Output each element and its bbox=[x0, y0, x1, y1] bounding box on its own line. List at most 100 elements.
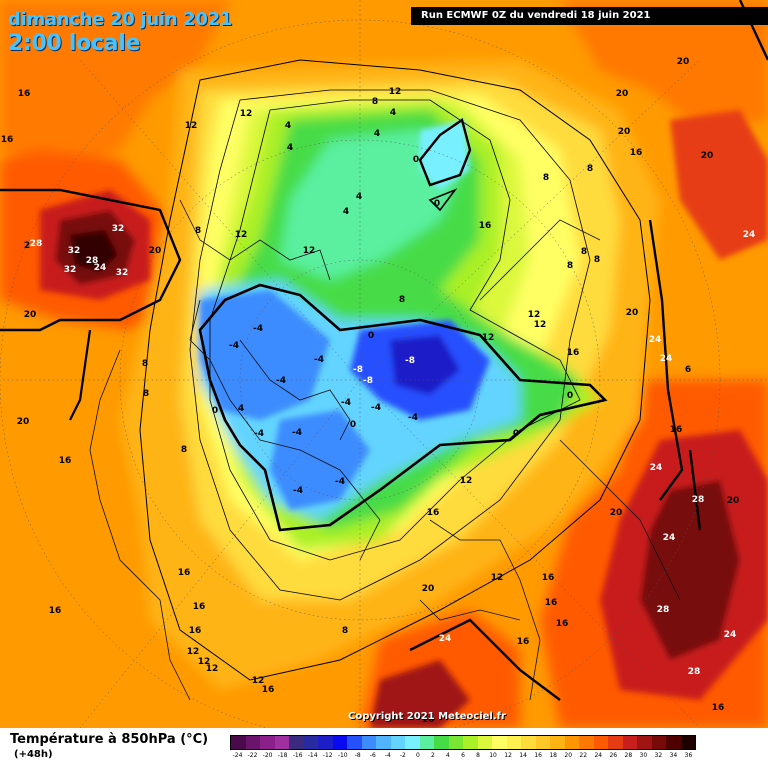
legend-swatch bbox=[637, 736, 652, 749]
isotherm-label: 12 bbox=[460, 476, 473, 486]
isotherm-label: 24 bbox=[743, 230, 756, 240]
legend-tick: -2 bbox=[399, 752, 406, 759]
isotherm-label: 0 bbox=[513, 429, 519, 439]
isotherm-label: 12 bbox=[389, 87, 402, 97]
isotherm-label: 8 bbox=[195, 226, 201, 236]
isotherm-label: 16 bbox=[49, 606, 62, 616]
legend-tick: 10 bbox=[489, 752, 497, 759]
isotherm-label: 16 bbox=[189, 626, 202, 636]
isotherm-label: -4 bbox=[253, 324, 263, 334]
legend-swatch bbox=[405, 736, 420, 749]
isotherm-label: 16 bbox=[18, 89, 31, 99]
isotherm-label: -8 bbox=[405, 356, 415, 366]
isotherm-label: -4 bbox=[292, 428, 302, 438]
legend-swatch bbox=[434, 736, 449, 749]
isotherm-label: 16 bbox=[59, 456, 72, 466]
legend-swatch bbox=[289, 736, 304, 749]
isotherm-label: 16 bbox=[556, 619, 569, 629]
legend-swatch bbox=[463, 736, 478, 749]
isotherm-label: 16 bbox=[262, 685, 275, 695]
legend-swatch bbox=[680, 736, 695, 749]
isotherm-label: -4 bbox=[408, 413, 418, 423]
legend-tick: 24 bbox=[594, 752, 603, 759]
isotherm-label: 8 bbox=[372, 97, 378, 107]
isotherm-label: 0 bbox=[350, 420, 356, 430]
isotherm-label: 2 bbox=[24, 241, 30, 251]
model-run-banner: Run ECMWF 0Z du vendredi 18 juin 2021 bbox=[411, 7, 768, 25]
legend-swatch bbox=[521, 736, 536, 749]
isotherm-label: 12 bbox=[240, 109, 253, 119]
isotherm-label: 8 bbox=[142, 359, 148, 369]
isotherm-label: 16 bbox=[1, 135, 14, 145]
legend-swatch bbox=[303, 736, 318, 749]
isotherm-label: 24 bbox=[663, 533, 676, 543]
isotherm-label: 12 bbox=[491, 573, 504, 583]
isotherm-label: 12 bbox=[534, 320, 547, 330]
isotherm-label: 0 bbox=[567, 391, 573, 401]
isotherm-label: 4 bbox=[390, 108, 396, 118]
forecast-lead-time: (+48h) bbox=[14, 749, 53, 760]
isotherm-label: 24 bbox=[724, 630, 737, 640]
isotherm-label: 12 bbox=[198, 657, 211, 667]
isotherm-label: 20 bbox=[626, 308, 639, 318]
isotherm-label: 32 bbox=[112, 224, 125, 234]
isotherm-label: -4 bbox=[335, 477, 345, 487]
isotherm-label: 4 bbox=[285, 121, 291, 131]
legend-swatch bbox=[550, 736, 565, 749]
isotherm-label: 24 bbox=[439, 634, 452, 644]
copyright-notice: Copyright 2021 Meteociel.fr bbox=[348, 711, 506, 722]
isotherm-label: -8 bbox=[363, 376, 373, 386]
legend-tick: -16 bbox=[292, 752, 303, 759]
legend-swatch bbox=[477, 736, 492, 749]
isotherm-label: 8 bbox=[181, 445, 187, 455]
legend-tick: 36 bbox=[684, 752, 693, 759]
isotherm-label: 12 bbox=[303, 246, 316, 256]
contour-lines bbox=[0, 0, 768, 701]
legend-swatch bbox=[535, 736, 550, 749]
legend-swatch bbox=[492, 736, 507, 749]
isotherm-label: 28 bbox=[688, 667, 701, 677]
isotherm-label: 20 bbox=[17, 417, 30, 427]
legend-tick: 14 bbox=[519, 752, 527, 759]
isotherm-label: 20 bbox=[727, 496, 740, 506]
legend-tick: -18 bbox=[277, 752, 288, 759]
isotherm-label: -4 bbox=[314, 355, 324, 365]
isotherm-label: -4 bbox=[254, 429, 264, 439]
isotherm-label: 8 bbox=[587, 164, 593, 174]
legend-swatch bbox=[419, 736, 434, 749]
isotherm-label: 0 bbox=[434, 199, 440, 209]
isotherm-label: 12 bbox=[187, 647, 200, 657]
isotherm-label: 20 bbox=[149, 246, 162, 256]
forecast-date: dimanche 20 juin 2021 bbox=[8, 9, 233, 30]
legend-swatch bbox=[245, 736, 260, 749]
isotherm-label: 20 bbox=[610, 508, 623, 518]
isotherm-label: 24 bbox=[650, 463, 663, 473]
legend-tick: -8 bbox=[354, 752, 361, 759]
legend-tick: -24 bbox=[232, 752, 243, 759]
legend-swatch bbox=[564, 736, 579, 749]
legend-tick: 16 bbox=[534, 752, 542, 759]
legend-swatch bbox=[260, 736, 275, 749]
legend-tick: 20 bbox=[564, 752, 573, 759]
isotherm-label: 4 bbox=[287, 143, 293, 153]
isotherm-label: 0 bbox=[212, 406, 218, 416]
isotherm-label: 28 bbox=[657, 605, 670, 615]
coastlines bbox=[89, 199, 681, 701]
isotherm-label: 20 bbox=[618, 127, 631, 137]
isotherm-label: -4 bbox=[276, 376, 286, 386]
isotherm-label: 0 bbox=[368, 331, 374, 341]
legend-swatch bbox=[506, 736, 521, 749]
legend-swatch bbox=[593, 736, 608, 749]
isotherm-label: 8 bbox=[399, 295, 405, 305]
isotherm-label: 16 bbox=[630, 148, 643, 158]
isotherm-label: 24 bbox=[649, 335, 662, 345]
legend-footer: Température à 850hPa (°C) (+48h) -24 -22-… bbox=[0, 728, 768, 768]
isotherm-label: 24 bbox=[660, 354, 673, 364]
color-scale-bar bbox=[230, 735, 696, 750]
isotherm-label: 16 bbox=[178, 568, 191, 578]
legend-tick: 2 bbox=[431, 752, 435, 759]
isotherm-label: 12 bbox=[252, 676, 265, 686]
